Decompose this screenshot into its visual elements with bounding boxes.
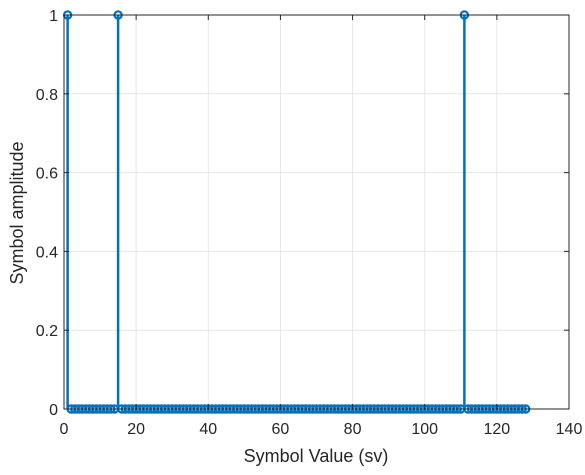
y-tick-label: 0.2 <box>36 323 58 340</box>
x-axis-label: Symbol Value (sv) <box>244 446 389 466</box>
y-tick-label: 1 <box>49 8 58 25</box>
y-axis-label: Symbol amplitude <box>7 141 27 284</box>
y-tick-label: 0.4 <box>36 244 58 261</box>
x-tick-label: 100 <box>411 421 438 438</box>
y-tick-label: 0.8 <box>36 87 58 104</box>
x-tick-label: 120 <box>484 421 511 438</box>
x-tick-label: 140 <box>556 421 583 438</box>
x-tick-label: 40 <box>199 421 217 438</box>
plot-frame <box>64 15 569 409</box>
stem-series <box>64 11 529 412</box>
axes <box>64 15 569 409</box>
x-tick-label: 20 <box>127 421 145 438</box>
y-tick-label: 0.6 <box>36 166 58 183</box>
x-tick-label: 80 <box>344 421 362 438</box>
y-tick-label: 0 <box>49 402 58 419</box>
grid <box>64 15 569 409</box>
x-tick-label: 0 <box>60 421 69 438</box>
x-tick-label: 60 <box>272 421 290 438</box>
